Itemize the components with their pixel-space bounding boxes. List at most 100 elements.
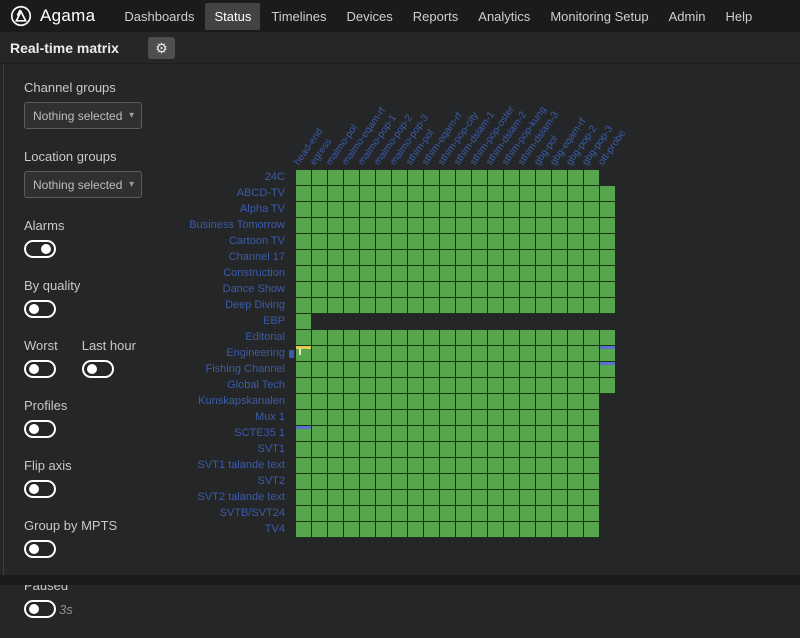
matrix-cell[interactable] bbox=[328, 330, 343, 345]
matrix-cell[interactable] bbox=[536, 490, 551, 505]
matrix-cell[interactable] bbox=[312, 266, 327, 281]
matrix-cell[interactable] bbox=[312, 410, 327, 425]
matrix-cell[interactable] bbox=[440, 442, 455, 457]
matrix-cell[interactable] bbox=[456, 474, 471, 489]
matrix-cell[interactable] bbox=[408, 506, 423, 521]
matrix-cell[interactable] bbox=[408, 458, 423, 473]
matrix-cell[interactable] bbox=[360, 186, 375, 201]
matrix-cell[interactable] bbox=[488, 394, 503, 409]
matrix-cell[interactable] bbox=[376, 234, 391, 249]
matrix-cell[interactable] bbox=[360, 394, 375, 409]
matrix-row-label[interactable]: TV4 bbox=[264, 523, 285, 535]
matrix-cell[interactable] bbox=[488, 170, 503, 185]
matrix-cell[interactable] bbox=[328, 410, 343, 425]
matrix-cell[interactable] bbox=[520, 426, 535, 441]
matrix-cell[interactable] bbox=[584, 218, 599, 233]
matrix-cell[interactable] bbox=[568, 330, 583, 345]
matrix-cell[interactable] bbox=[552, 218, 567, 233]
matrix-row-label[interactable]: SVT1 talande text bbox=[197, 459, 285, 471]
matrix-cell[interactable] bbox=[584, 202, 599, 217]
matrix-cell[interactable] bbox=[552, 410, 567, 425]
matrix-cell[interactable] bbox=[568, 218, 583, 233]
matrix-cell[interactable] bbox=[312, 442, 327, 457]
matrix-cell[interactable] bbox=[552, 282, 567, 297]
matrix-cell[interactable] bbox=[504, 506, 519, 521]
matrix-cell[interactable] bbox=[392, 410, 407, 425]
matrix-row-label[interactable]: SVT2 talande text bbox=[197, 491, 285, 503]
matrix-cell[interactable] bbox=[568, 490, 583, 505]
matrix-cell[interactable] bbox=[568, 362, 583, 377]
matrix-cell[interactable] bbox=[536, 234, 551, 249]
matrix-cell[interactable] bbox=[344, 266, 359, 281]
matrix-cell[interactable] bbox=[568, 346, 583, 361]
matrix-cell[interactable] bbox=[440, 522, 455, 537]
matrix-cell[interactable] bbox=[296, 202, 311, 217]
matrix-cell[interactable] bbox=[424, 330, 439, 345]
matrix-cell[interactable] bbox=[328, 202, 343, 217]
matrix-cell[interactable] bbox=[312, 250, 327, 265]
matrix-cell[interactable] bbox=[392, 394, 407, 409]
matrix-cell[interactable] bbox=[472, 218, 487, 233]
matrix-cell[interactable] bbox=[584, 282, 599, 297]
matrix-cell[interactable] bbox=[504, 346, 519, 361]
matrix-cell[interactable] bbox=[520, 266, 535, 281]
matrix-cell[interactable] bbox=[312, 330, 327, 345]
matrix-cell[interactable] bbox=[376, 250, 391, 265]
matrix-cell[interactable] bbox=[360, 330, 375, 345]
matrix-cell[interactable] bbox=[552, 202, 567, 217]
matrix-cell[interactable] bbox=[296, 458, 311, 473]
matrix-cell[interactable] bbox=[472, 442, 487, 457]
matrix-cell[interactable] bbox=[456, 426, 471, 441]
matrix-cell[interactable] bbox=[440, 410, 455, 425]
matrix-cell[interactable] bbox=[344, 410, 359, 425]
matrix-cell[interactable] bbox=[408, 426, 423, 441]
matrix-cell[interactable] bbox=[360, 234, 375, 249]
matrix-cell[interactable] bbox=[504, 378, 519, 393]
matrix-cell[interactable] bbox=[584, 186, 599, 201]
matrix-cell[interactable] bbox=[392, 490, 407, 505]
matrix-cell[interactable] bbox=[552, 442, 567, 457]
matrix-cell[interactable] bbox=[552, 170, 567, 185]
matrix-cell[interactable] bbox=[424, 394, 439, 409]
matrix-cell[interactable] bbox=[312, 282, 327, 297]
matrix-cell[interactable] bbox=[312, 394, 327, 409]
matrix-cell[interactable] bbox=[520, 170, 535, 185]
matrix-cell[interactable] bbox=[472, 474, 487, 489]
matrix-cell[interactable] bbox=[344, 282, 359, 297]
matrix-cell[interactable] bbox=[312, 490, 327, 505]
matrix-cell[interactable] bbox=[584, 394, 599, 409]
matrix-cell[interactable] bbox=[456, 346, 471, 361]
matrix-cell[interactable] bbox=[552, 346, 567, 361]
matrix-cell[interactable] bbox=[424, 506, 439, 521]
matrix-cell[interactable] bbox=[344, 474, 359, 489]
matrix-cell[interactable] bbox=[472, 490, 487, 505]
matrix-cell[interactable] bbox=[552, 298, 567, 313]
toggle-profiles[interactable] bbox=[24, 420, 56, 438]
matrix-cell[interactable] bbox=[568, 186, 583, 201]
matrix-cell[interactable] bbox=[424, 346, 439, 361]
matrix-cell[interactable] bbox=[360, 490, 375, 505]
matrix-row-label[interactable]: Dance Show bbox=[222, 283, 285, 295]
matrix-cell[interactable] bbox=[504, 410, 519, 425]
nav-item-dashboards[interactable]: Dashboards bbox=[124, 8, 195, 24]
matrix-cell[interactable] bbox=[456, 490, 471, 505]
matrix-cell[interactable] bbox=[296, 474, 311, 489]
matrix-cell[interactable] bbox=[584, 298, 599, 313]
matrix-cell[interactable] bbox=[536, 426, 551, 441]
matrix-cell[interactable] bbox=[360, 218, 375, 233]
matrix-cell[interactable] bbox=[456, 282, 471, 297]
matrix-cell[interactable] bbox=[488, 218, 503, 233]
matrix-cell[interactable] bbox=[584, 506, 599, 521]
matrix-cell[interactable] bbox=[472, 282, 487, 297]
matrix-cell[interactable] bbox=[344, 442, 359, 457]
matrix-cell[interactable] bbox=[472, 266, 487, 281]
matrix-cell[interactable] bbox=[296, 218, 311, 233]
matrix-cell[interactable] bbox=[408, 170, 423, 185]
matrix-cell[interactable] bbox=[360, 522, 375, 537]
matrix-cell[interactable] bbox=[408, 490, 423, 505]
matrix-cell[interactable] bbox=[328, 170, 343, 185]
matrix-cell[interactable] bbox=[520, 202, 535, 217]
matrix-row-label[interactable]: Business Tomorrow bbox=[189, 219, 285, 231]
matrix-cell[interactable] bbox=[568, 234, 583, 249]
matrix-cell[interactable] bbox=[376, 298, 391, 313]
